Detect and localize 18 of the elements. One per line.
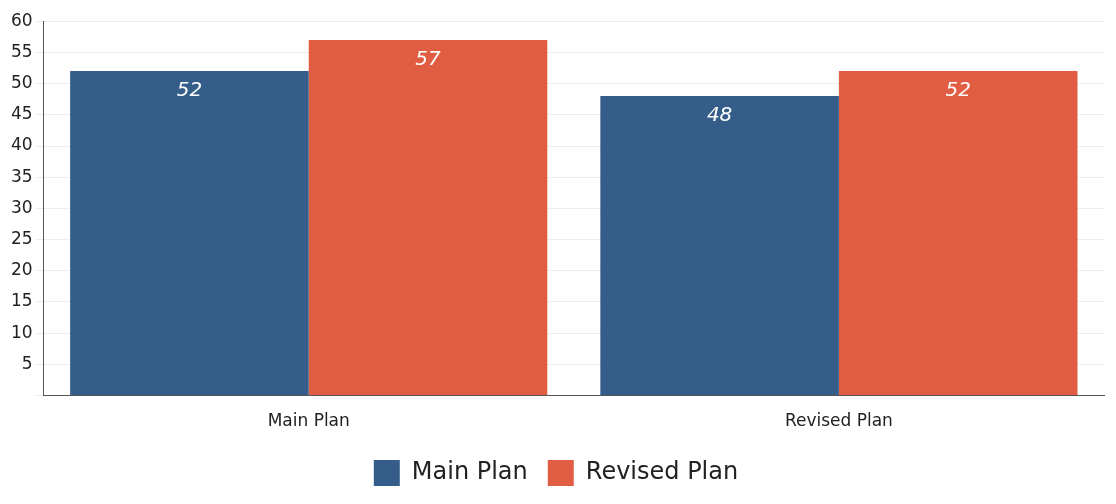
y-tick-label: 55 [10, 40, 33, 61]
legend-label: Revised Plan [585, 457, 739, 486]
y-tick-label: 15 [10, 290, 33, 311]
y-tick-label: 5 [21, 352, 33, 373]
data-label: 52 [945, 77, 971, 102]
y-tick-label: 40 [10, 134, 33, 155]
y-tick-label: 60 [10, 9, 33, 30]
legend-label: Main Plan [411, 457, 528, 486]
data-label: 52 [176, 77, 203, 102]
y-tick-label: 30 [10, 196, 33, 217]
y-tick-label: 20 [10, 259, 33, 280]
y-tick-label: 25 [10, 228, 33, 249]
y-tick-label: 10 [10, 321, 33, 342]
y-tick-label: 35 [10, 165, 33, 186]
data-label: 48 [706, 102, 733, 127]
data-label: 57 [415, 46, 442, 71]
y-tick-label: 50 [10, 72, 33, 93]
y-tick-label: 45 [10, 103, 33, 124]
